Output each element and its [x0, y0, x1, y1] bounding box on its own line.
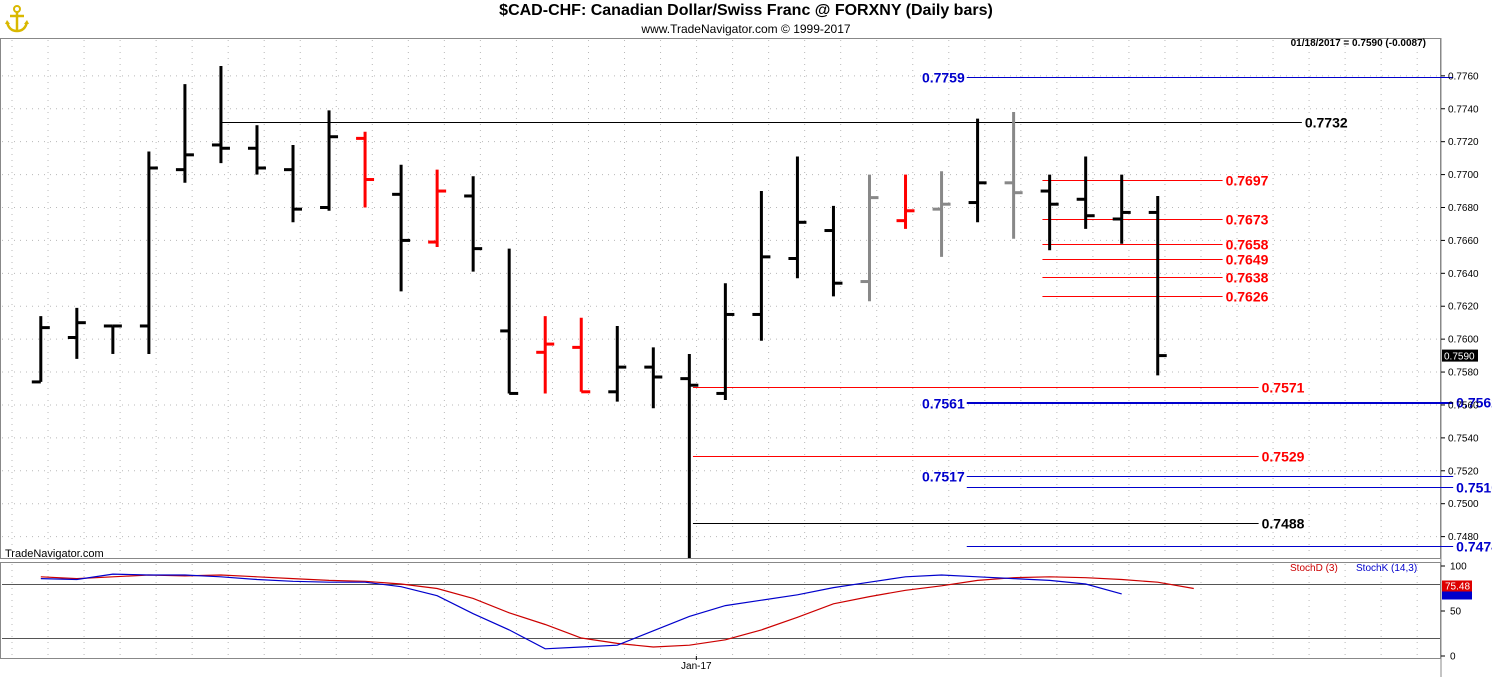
y-tick-label-14: 0.7480: [1448, 532, 1479, 543]
level-label-6: 0.7638: [1226, 270, 1269, 286]
stochastic-panel: 100 50 0 75.48 StochD (3) StochK (14,3): [2, 562, 1472, 663]
anchor-logo-icon: [5, 5, 29, 33]
chart-title: $CAD-CHF: Canadian Dollar/Swiss Franc @ …: [499, 2, 993, 19]
y-tick-label-1: 0.7740: [1448, 104, 1479, 115]
stoch-legend-1: StochK (14,3): [1356, 563, 1417, 574]
level-label-4: 0.7658: [1226, 237, 1269, 253]
last-price-box: [1442, 349, 1478, 362]
y-tick-label-4: 0.7680: [1448, 203, 1479, 214]
level-label-12: 0.7517: [922, 469, 965, 485]
y-tick-label-2: 0.7720: [1448, 137, 1479, 148]
y-tick-label-13: 0.7500: [1448, 499, 1479, 510]
stoch-series-1: [40, 573, 1122, 650]
level-label-10: 0.7562: [1456, 395, 1492, 411]
level-label-1: 0.7732: [1305, 115, 1348, 131]
y-tick-label-6: 0.7640: [1448, 269, 1479, 280]
y-tick-label-5: 0.7660: [1448, 236, 1479, 247]
level-label-2: 0.7697: [1226, 173, 1269, 189]
main-panel-frame: [0, 38, 1441, 559]
level-label-8: 0.7571: [1262, 380, 1305, 396]
y-tick-label-10: 0.7560: [1448, 400, 1479, 411]
level-label-0: 0.7759: [922, 70, 965, 86]
y-tick-label-7: 0.7620: [1448, 302, 1479, 313]
y-tick-label-8: 0.7600: [1448, 335, 1479, 346]
ohlc-bars: [31, 65, 1167, 558]
stoch-y-tick-label-2: 0: [1450, 652, 1456, 663]
y-tick-label-11: 0.7540: [1448, 433, 1479, 444]
level-label-7: 0.7626: [1226, 289, 1269, 305]
date-axis: Jan-17: [681, 656, 712, 672]
price-axis: 0.7760 0.7740 0.7720 0.7700 0.7680 0.7660 0.76…: [1441, 71, 1479, 543]
level-label-14: 0.7488: [1262, 516, 1305, 532]
x-tick-label-0: Jan-17: [681, 661, 712, 672]
stochd-value-box: [1442, 580, 1472, 592]
y-tick-label-0: 0.7760: [1448, 71, 1479, 82]
stoch-legend-0: StochD (3): [1290, 563, 1338, 574]
stoch-grid: [11, 564, 1418, 656]
level-label-11: 0.7529: [1262, 449, 1305, 465]
main-grid: [2, 40, 1440, 556]
level-label-5: 0.7649: [1226, 252, 1269, 268]
stoch-value-label: 75.48: [1445, 582, 1470, 593]
y-tick-label-3: 0.7700: [1448, 170, 1479, 181]
level-label-3: 0.7673: [1226, 212, 1269, 228]
y-tick-label-9: 0.7580: [1448, 368, 1479, 379]
watermark-text: TradeNavigator.com: [5, 548, 104, 560]
stoch-y-tick-label-0: 100: [1450, 562, 1467, 573]
stochk-value-box: [1442, 590, 1472, 600]
stoch-y-tick-label-1: 50: [1450, 607, 1462, 618]
quote-readout: 01/18/2017 = 0.7590 (-0.0087): [1291, 38, 1426, 49]
chart-subtitle: www.TradeNavigator.com © 1999-2017: [641, 22, 851, 36]
level-label-15: 0.7474: [1456, 539, 1492, 555]
level-label-9: 0.7561: [922, 396, 965, 412]
last-price-label: 0.7590: [1444, 352, 1475, 363]
y-tick-label-12: 0.7520: [1448, 466, 1479, 477]
